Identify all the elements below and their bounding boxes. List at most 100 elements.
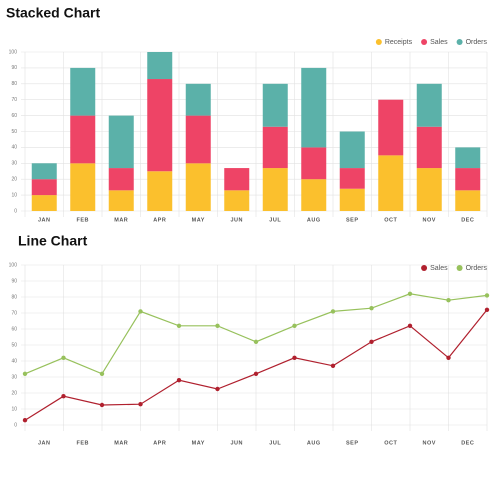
x-tick-label: AUG — [307, 217, 321, 223]
x-tick-label: SEP — [346, 440, 359, 446]
point — [99, 371, 105, 376]
x-tick-label: DEC — [461, 440, 474, 446]
x-tick-label: FEB — [77, 217, 90, 223]
y-tick-label: 60 — [11, 113, 17, 119]
bar-segment — [339, 131, 365, 169]
y-tick-label: 50 — [11, 129, 17, 135]
bar-segment — [70, 163, 96, 211]
y-tick-label: 10 — [11, 406, 17, 412]
legend-swatch — [456, 265, 463, 271]
point — [369, 339, 374, 344]
bar-segment — [31, 195, 57, 211]
bar-segment — [339, 168, 365, 189]
bar-segment — [70, 67, 96, 116]
point — [215, 323, 220, 328]
bar-segment — [301, 179, 327, 211]
bar-segment — [455, 190, 481, 211]
bar-segment — [378, 155, 404, 211]
y-tick-label: 80 — [11, 294, 17, 300]
y-tick-label: 90 — [11, 278, 17, 284]
legend-swatch — [421, 39, 428, 45]
point — [407, 291, 413, 296]
legend-swatch — [456, 39, 463, 45]
bar-segment — [31, 179, 57, 196]
y-tick-label: 70 — [11, 97, 17, 103]
x-tick-label: JAN — [38, 440, 51, 446]
point — [369, 306, 374, 311]
legend-swatch — [375, 39, 382, 45]
x-tick-label: APR — [153, 440, 166, 446]
point — [446, 355, 451, 360]
y-tick-label: 80 — [11, 81, 17, 87]
y-tick-label: 0 — [14, 208, 17, 214]
point — [215, 386, 220, 392]
bar-segment — [108, 190, 134, 211]
y-tick-label: 20 — [11, 177, 17, 183]
bar-segment — [378, 99, 404, 156]
x-tick-label: JUL — [269, 440, 281, 446]
x-tick-label: OCT — [384, 217, 397, 223]
point — [330, 309, 336, 314]
point — [22, 371, 28, 376]
bar-segment — [301, 147, 327, 180]
point — [484, 307, 490, 312]
x-tick-label: MAY — [192, 217, 205, 223]
point — [484, 293, 490, 298]
legend-label: Receipts — [385, 39, 413, 46]
bar-segment — [455, 168, 481, 191]
bar-segment — [147, 171, 173, 211]
point — [61, 394, 66, 399]
point — [292, 355, 297, 360]
bar-segment — [416, 168, 442, 211]
bar-segment — [224, 190, 250, 211]
point — [330, 363, 336, 368]
point — [138, 402, 143, 407]
x-tick-label: MAY — [192, 440, 205, 446]
bar-segment — [31, 163, 57, 180]
x-tick-label: FEB — [77, 440, 90, 446]
point — [138, 309, 143, 314]
point — [176, 378, 182, 383]
x-tick-label: MAR — [114, 217, 128, 223]
bar-segment — [224, 168, 250, 191]
bar-segment — [416, 83, 442, 127]
legend-label: Sales — [430, 265, 448, 272]
x-tick-label: MAR — [114, 440, 128, 446]
y-tick-label: 40 — [11, 358, 17, 364]
bar-segment — [262, 126, 288, 169]
point — [292, 323, 297, 328]
bar-segment — [147, 52, 173, 80]
y-tick-label: 60 — [11, 326, 17, 332]
x-tick-label: NOV — [423, 217, 436, 223]
x-tick-label: JUL — [269, 217, 281, 223]
bar-segment — [70, 115, 96, 164]
y-tick-label: 100 — [9, 262, 18, 268]
legend-label: Sales — [430, 39, 448, 46]
point — [253, 371, 259, 376]
point — [61, 355, 66, 360]
y-tick-label: 30 — [11, 374, 17, 380]
chart-title: Line Chart — [18, 233, 88, 249]
y-tick-label: 0 — [14, 422, 17, 428]
x-tick-label: OCT — [384, 440, 397, 446]
legend-label: Orders — [466, 265, 488, 272]
bar-segment — [185, 163, 211, 211]
bar-segment — [339, 188, 365, 211]
y-tick-label: 90 — [11, 65, 17, 71]
legend-swatch — [421, 265, 428, 271]
bar-segment — [301, 67, 327, 148]
x-tick-label: NOV — [423, 440, 436, 446]
y-tick-label: 100 — [9, 49, 18, 55]
y-tick-label: 10 — [11, 192, 17, 198]
bar-segment — [147, 79, 173, 172]
x-tick-label: AUG — [307, 440, 321, 446]
y-tick-label: 20 — [11, 390, 17, 396]
y-tick-label: 40 — [11, 145, 17, 151]
bar-segment — [185, 115, 211, 164]
chart-title: Stacked Chart — [6, 5, 100, 21]
bar-segment — [416, 126, 442, 169]
bar-segment — [262, 83, 288, 127]
bar-segment — [455, 147, 481, 169]
point — [22, 418, 28, 423]
